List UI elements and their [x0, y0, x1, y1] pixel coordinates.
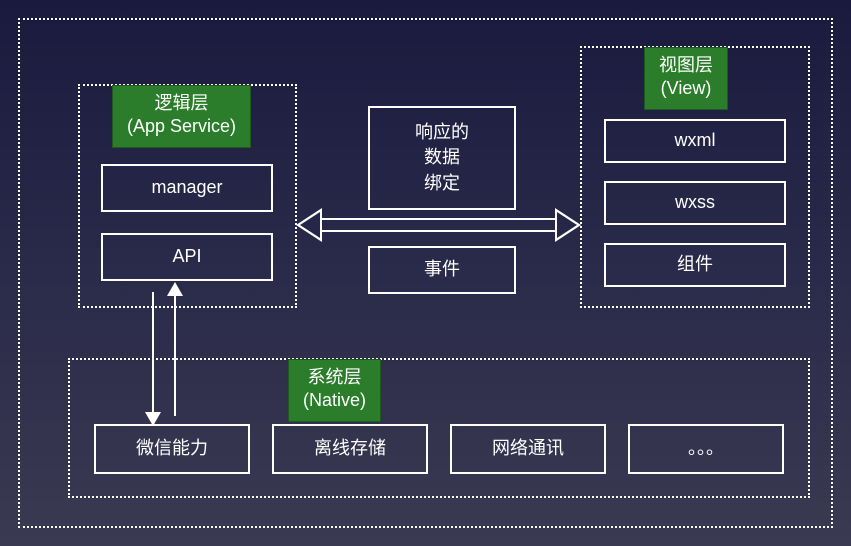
event-box: 事件 — [368, 246, 516, 294]
native-item-wechat: 微信能力 — [94, 424, 250, 474]
logic-item-manager: manager — [101, 164, 273, 212]
logic-item-api: API — [101, 233, 273, 281]
logic-title-2: (App Service) — [127, 116, 236, 136]
view-item-wxss: wxss — [604, 181, 786, 225]
native-item-more: 。。。 — [628, 424, 784, 474]
bind-l3: 绑定 — [424, 173, 460, 193]
logic-title-1: 逻辑层 — [155, 93, 209, 113]
view-layer-label: 视图层 (View) — [644, 47, 728, 110]
bind-l1: 响应的 — [415, 122, 469, 142]
data-binding-box: 响应的 数据 绑定 — [368, 106, 516, 210]
native-item-network: 网络通讯 — [450, 424, 606, 474]
native-item-storage: 离线存储 — [272, 424, 428, 474]
view-title-2: (View) — [661, 78, 712, 98]
native-layer-label: 系统层 (Native) — [288, 359, 381, 422]
bind-l2: 数据 — [424, 147, 460, 167]
logic-layer-label: 逻辑层 (App Service) — [112, 85, 251, 148]
bi-arrow-logic-view — [298, 212, 579, 238]
native-title-2: (Native) — [303, 390, 366, 410]
view-item-component: 组件 — [604, 243, 786, 287]
view-title-1: 视图层 — [659, 55, 713, 75]
view-item-wxml: wxml — [604, 119, 786, 163]
native-title-1: 系统层 — [308, 367, 362, 387]
